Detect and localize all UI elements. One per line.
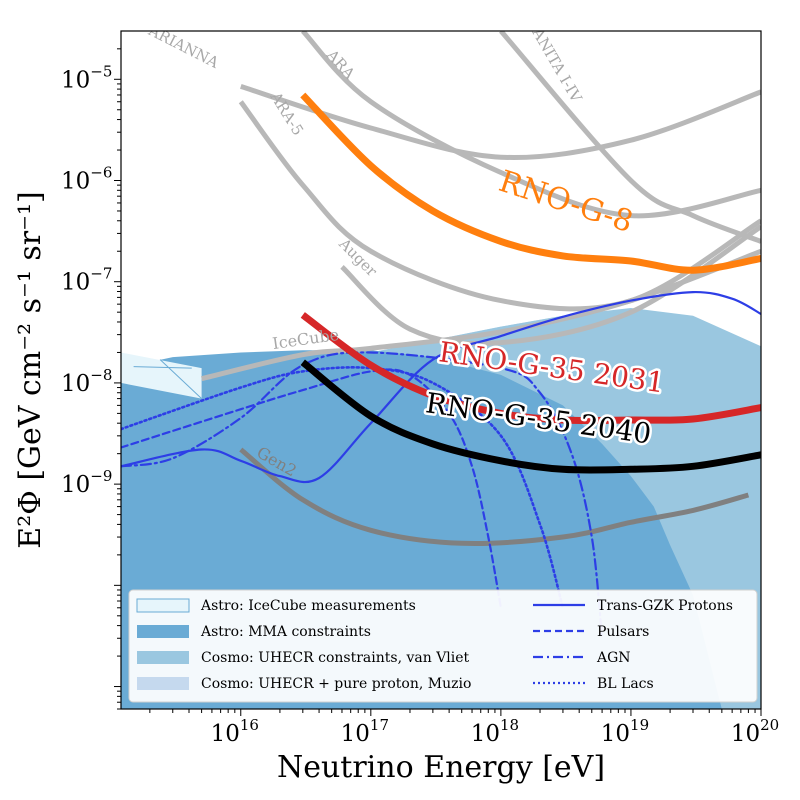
curve-rno-g-35-2031 [300, 312, 761, 425]
y-tick-label: 10−5 [61, 62, 112, 93]
legend-label-astro-icecube-measurements: Astro: IceCube measurements [200, 598, 416, 614]
label-icecube: IceCube [271, 325, 340, 353]
legend-label-astro-mma-constraints: Astro: MMA constraints [200, 624, 371, 640]
x-tick-label: 1020 [731, 716, 779, 747]
flux-curves [121, 31, 761, 640]
y-axis-title: E²Φ [GeV cm⁻² s⁻¹ sr⁻¹] [13, 191, 48, 548]
legend-frame [128, 589, 758, 703]
curve-bl-lacs [121, 366, 565, 610]
legend-label-bl-lacs: BL Lacs [597, 676, 654, 692]
curve-arianna [240, 84, 761, 160]
legend-label-pulsars: Pulsars [597, 624, 649, 640]
x-tick-label: 1017 [341, 716, 389, 747]
x-tick-label: 1019 [601, 716, 649, 747]
curve-trans-gzk-protons [121, 290, 761, 484]
label-ara-5: ARA-5 [266, 88, 307, 139]
curve-agn [121, 351, 604, 640]
y-tick-label: 10−9 [61, 467, 112, 498]
curve-gen2 [239, 447, 750, 547]
legend-swatch-astro-mma-constraints [137, 625, 189, 638]
curve-ara-5 [238, 100, 761, 312]
legend: Astro: IceCube measurements Astro: MMA co… [128, 589, 758, 703]
legend-swatch-astro-icecube-measurements [136, 598, 190, 613]
x-tick-label: 1018 [471, 716, 519, 747]
x-axis-title: Neutrino Energy [eV] [277, 750, 605, 785]
legend-label-cosmo-uhecr-constraints-van-vliet: Cosmo: UHECR constraints, van Vliet [201, 650, 470, 666]
y-tick-label: 10−6 [61, 163, 112, 194]
plot-frame [120, 30, 762, 710]
legend-label-agn: AGN [596, 650, 631, 666]
y-tick-label: 10−7 [61, 265, 112, 296]
legend-swatch-cosmo-uhecr-constraints-van-vliet [137, 651, 189, 664]
band-astro-icecube-measurements [121, 352, 202, 399]
curve-icecube [201, 248, 761, 382]
curve-rno-g-8 [300, 92, 761, 274]
x-tick-label: 1016 [211, 716, 259, 747]
icecube-measurement-edge [133, 366, 192, 369]
legend-swatch-cosmo-uhecr-pure-proton-muzio [137, 677, 189, 690]
curve-rno-g-35-2040 [300, 359, 761, 474]
icecube-measurement-edge [159, 359, 202, 399]
legend-label-trans-gzk-protons: Trans-GZK Protons [597, 598, 733, 614]
label-arianna: ARIANNA [145, 21, 222, 72]
y-tick-label: 10−8 [61, 366, 112, 397]
legend-label-cosmo-uhecr-pure-proton-muzio: Cosmo: UHECR + pure proton, Muzio [201, 676, 471, 692]
label-rno-g-8: RNO-G-8 [495, 164, 637, 240]
curve-anita-i-iv [499, 31, 761, 244]
